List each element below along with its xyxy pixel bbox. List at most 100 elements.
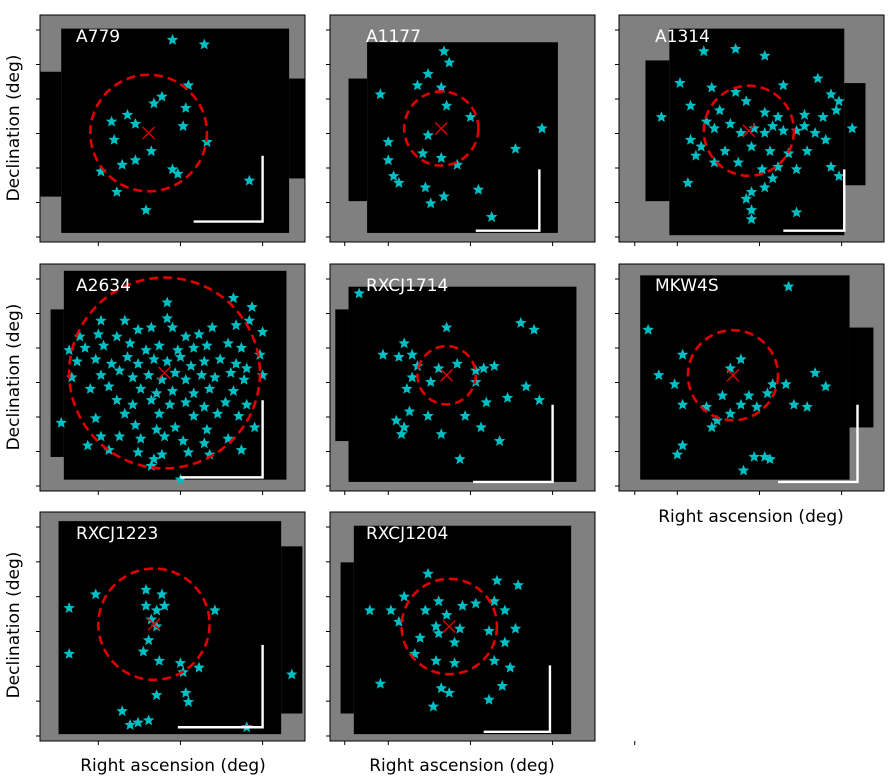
member-galaxy-star	[241, 398, 253, 410]
x-axis-label-mkw4s: Right ascension (deg)	[658, 507, 844, 527]
panel-plot-area	[640, 275, 874, 484]
member-galaxy-star	[63, 602, 75, 613]
panel-title: RXCJ1714	[366, 276, 448, 296]
member-galaxy-star	[119, 314, 131, 326]
member-galaxy-star	[759, 450, 771, 462]
x-axis-label-rxcj1223: Right ascension (deg)	[80, 756, 266, 776]
member-galaxy-star	[682, 177, 694, 188]
member-galaxy-star	[470, 364, 482, 376]
panel-title: RXCJ1223	[76, 524, 158, 544]
member-galaxy-star	[443, 56, 455, 68]
member-galaxy-star	[145, 394, 157, 406]
member-galaxy-star	[140, 599, 152, 611]
cluster-radius-circle	[686, 328, 780, 422]
cluster-radius-circle	[416, 344, 478, 406]
member-galaxy-star	[180, 102, 192, 113]
panel-plot-area	[50, 270, 287, 485]
member-galaxy-star	[55, 416, 67, 428]
cluster-radius-circle	[96, 567, 211, 682]
panel-title: A1314	[655, 27, 710, 47]
member-galaxy-star	[246, 301, 258, 312]
member-galaxy-star	[735, 398, 747, 410]
member-galaxy-star	[156, 448, 168, 460]
member-galaxy-star	[724, 118, 736, 129]
survey-footprint	[844, 83, 866, 186]
member-galaxy-star	[108, 133, 120, 145]
member-galaxy-star	[515, 317, 527, 328]
member-galaxy-star	[491, 574, 503, 586]
member-galaxy-star	[430, 654, 442, 666]
member-galaxy-star	[219, 396, 232, 408]
cluster-center-marker	[442, 620, 456, 633]
member-galaxy-star	[425, 376, 437, 387]
member-galaxy-star	[759, 127, 771, 138]
panel-title: MKW4S	[655, 276, 719, 296]
member-galaxy-star	[71, 355, 83, 367]
member-galaxy-star	[180, 686, 192, 698]
member-galaxy-star	[174, 657, 187, 668]
member-galaxy-star	[111, 330, 123, 342]
member-galaxy-star	[166, 34, 179, 45]
member-galaxy-star	[137, 645, 150, 657]
member-galaxy-star	[230, 319, 242, 331]
member-galaxy-star	[148, 353, 160, 365]
member-galaxy-star	[448, 657, 461, 668]
member-galaxy-star	[483, 625, 495, 636]
member-galaxy-star	[724, 407, 736, 419]
member-galaxy-star	[509, 142, 522, 154]
member-galaxy-star	[456, 599, 469, 611]
member-galaxy-star	[690, 149, 702, 161]
member-galaxy-star	[825, 161, 837, 172]
axis-ticks	[615, 278, 843, 495]
member-galaxy-star	[820, 380, 832, 392]
cluster-radius-circle	[702, 84, 796, 178]
member-galaxy-star	[496, 680, 508, 691]
cluster-radius-circle	[67, 276, 262, 470]
member-galaxy-star	[790, 206, 803, 218]
member-galaxy-star	[121, 108, 134, 120]
member-galaxy-star	[809, 367, 821, 378]
member-galaxy-star	[387, 170, 400, 181]
scale-bar	[783, 169, 846, 232]
panel-mkw4s: MKW4S	[615, 263, 885, 495]
member-galaxy-star	[235, 444, 248, 455]
member-galaxy-star	[480, 396, 493, 408]
member-galaxy-star	[132, 357, 144, 369]
member-galaxy-star	[166, 163, 179, 175]
member-galaxy-star	[417, 147, 429, 159]
member-galaxy-star	[745, 186, 758, 197]
member-galaxy-star	[166, 385, 179, 396]
member-galaxy-star	[419, 604, 432, 616]
member-galaxy-star	[180, 330, 192, 342]
member-galaxy-star	[121, 351, 134, 362]
member-galaxy-star	[119, 407, 131, 419]
member-galaxy-star	[169, 421, 181, 433]
member-galaxy-star	[422, 567, 434, 579]
member-galaxy-star	[801, 145, 813, 157]
member-galaxy-star	[211, 407, 224, 419]
survey-footprint	[348, 286, 577, 482]
member-galaxy-star	[729, 86, 742, 97]
member-galaxy-star	[714, 104, 726, 116]
member-galaxy-star	[241, 362, 253, 374]
member-galaxy-star	[385, 604, 397, 616]
member-galaxy-star	[201, 423, 213, 435]
member-galaxy-star	[708, 156, 721, 168]
member-galaxy-star	[653, 369, 665, 381]
member-galaxy-star	[254, 348, 266, 360]
member-galaxy-star	[788, 398, 800, 410]
member-galaxy-star	[438, 190, 450, 202]
survey-footprint	[640, 275, 850, 480]
member-galaxy-star	[185, 360, 197, 371]
member-galaxy-star	[454, 622, 466, 634]
member-galaxy-star	[150, 387, 163, 399]
member-galaxy-star	[782, 280, 795, 292]
member-galaxy-star	[227, 385, 240, 396]
member-galaxy-star	[111, 186, 123, 197]
member-galaxy-star	[451, 158, 463, 170]
member-galaxy-star	[203, 382, 216, 394]
member-galaxy-star	[655, 111, 668, 122]
axis-ticks	[36, 29, 346, 246]
member-galaxy-star	[161, 355, 173, 367]
